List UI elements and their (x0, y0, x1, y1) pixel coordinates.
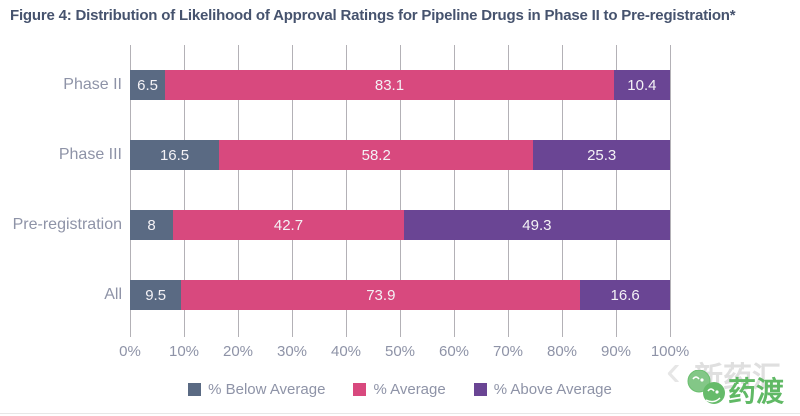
bar-value-label: 10.4 (627, 76, 657, 94)
bar-row: 9.5 73.9 16.6 (130, 280, 670, 310)
plot-area: 6.5 83.1 10.4 16.5 58.2 25.3 8 42.7 49.3 9.5 73.9 1… (130, 45, 671, 337)
legend-swatch (188, 383, 202, 396)
bar-segment: 83.1 (165, 70, 614, 100)
legend-label: % Above Average (493, 381, 612, 398)
bar-value-label: 49.3 (522, 216, 552, 234)
x-axis-tick: 60% (438, 343, 470, 360)
figure-title: Figure 4: Distribution of Likelihood of … (10, 7, 736, 24)
bar-segment: 10.4 (613, 70, 670, 100)
bar-segment: 6.5 (130, 70, 166, 100)
bar-segment: 58.2 (219, 140, 534, 170)
legend-item: % Below Average (188, 381, 325, 398)
category-label: Phase III (58, 146, 122, 163)
bar-value-label: 16.6 (610, 286, 640, 304)
gridline (562, 45, 563, 337)
bar-row: 16.5 58.2 25.3 (130, 140, 670, 170)
bar-segment: 16.5 (130, 140, 220, 170)
bar-value-label: 9.5 (145, 286, 167, 304)
bar-segment: 42.7 (173, 210, 404, 240)
legend-label: % Below Average (208, 381, 326, 398)
gridline (616, 45, 617, 337)
category-axis: Phase II Phase III Pre-registration All (0, 45, 122, 337)
x-axis-tick: 80% (546, 343, 578, 360)
watermark: ‹ 新药汇 药渡 (666, 346, 800, 416)
bar-value-label: 58.2 (361, 146, 391, 164)
gridline (184, 45, 185, 337)
bar-row: 8 42.7 49.3 (130, 210, 670, 240)
bar-value-label: 16.5 (159, 146, 190, 164)
x-axis-tick: 90% (600, 343, 632, 360)
gridline (508, 45, 509, 337)
x-axis-tick: 0% (119, 343, 141, 360)
legend-item: % Average (353, 381, 446, 398)
bar-segment: 25.3 (533, 140, 670, 170)
yaodu-logo-icon (686, 369, 730, 416)
x-axis-tick: 40% (330, 343, 362, 360)
bar-value-label: 73.9 (366, 286, 396, 304)
bar-value-label: 8 (147, 216, 156, 234)
watermark-edge-glyph: ‹ (666, 346, 681, 395)
bar-value-label: 42.7 (273, 216, 304, 234)
gridline (670, 45, 671, 337)
bottom-divider (0, 413, 800, 414)
gridline (292, 45, 293, 337)
legend-swatch (353, 383, 367, 396)
bar-segment: 9.5 (130, 280, 182, 310)
bar-segment: 8 (130, 210, 174, 240)
legend-label: % Average (373, 381, 446, 398)
bar-value-label: 6.5 (137, 76, 158, 94)
category-label: Phase II (63, 76, 122, 93)
gridline (238, 45, 239, 337)
x-axis-tick: 70% (492, 343, 524, 360)
legend-item: % Above Average (473, 381, 612, 398)
x-axis-tick: 100% (650, 343, 690, 360)
bar-segment: 49.3 (403, 210, 670, 240)
legend-swatch (473, 383, 487, 396)
gridline (454, 45, 455, 337)
watermark-logo-text: 药渡 (728, 376, 785, 407)
gridline (346, 45, 347, 337)
x-axis: 0% 10% 20% 30% 40% 50% 60% 70% 80% 90% 100% (119, 343, 689, 363)
bar-segment: 16.6 (580, 280, 670, 310)
category-label: Pre-registration (12, 216, 122, 233)
bar-value-label: 25.3 (587, 146, 617, 164)
x-axis-tick: 10% (168, 343, 200, 360)
legend: % Below Average % Average % Above Average (0, 381, 800, 398)
x-axis-tick: 20% (222, 343, 254, 360)
bar-row: 6.5 83.1 10.4 (130, 70, 670, 100)
category-label: All (104, 286, 122, 303)
x-axis-tick: 30% (276, 343, 308, 360)
x-axis-tick: 50% (384, 343, 416, 360)
bar-value-label: 83.1 (374, 76, 405, 94)
gridline (130, 45, 131, 337)
bar-segment: 73.9 (181, 280, 581, 310)
gridline (400, 45, 401, 337)
